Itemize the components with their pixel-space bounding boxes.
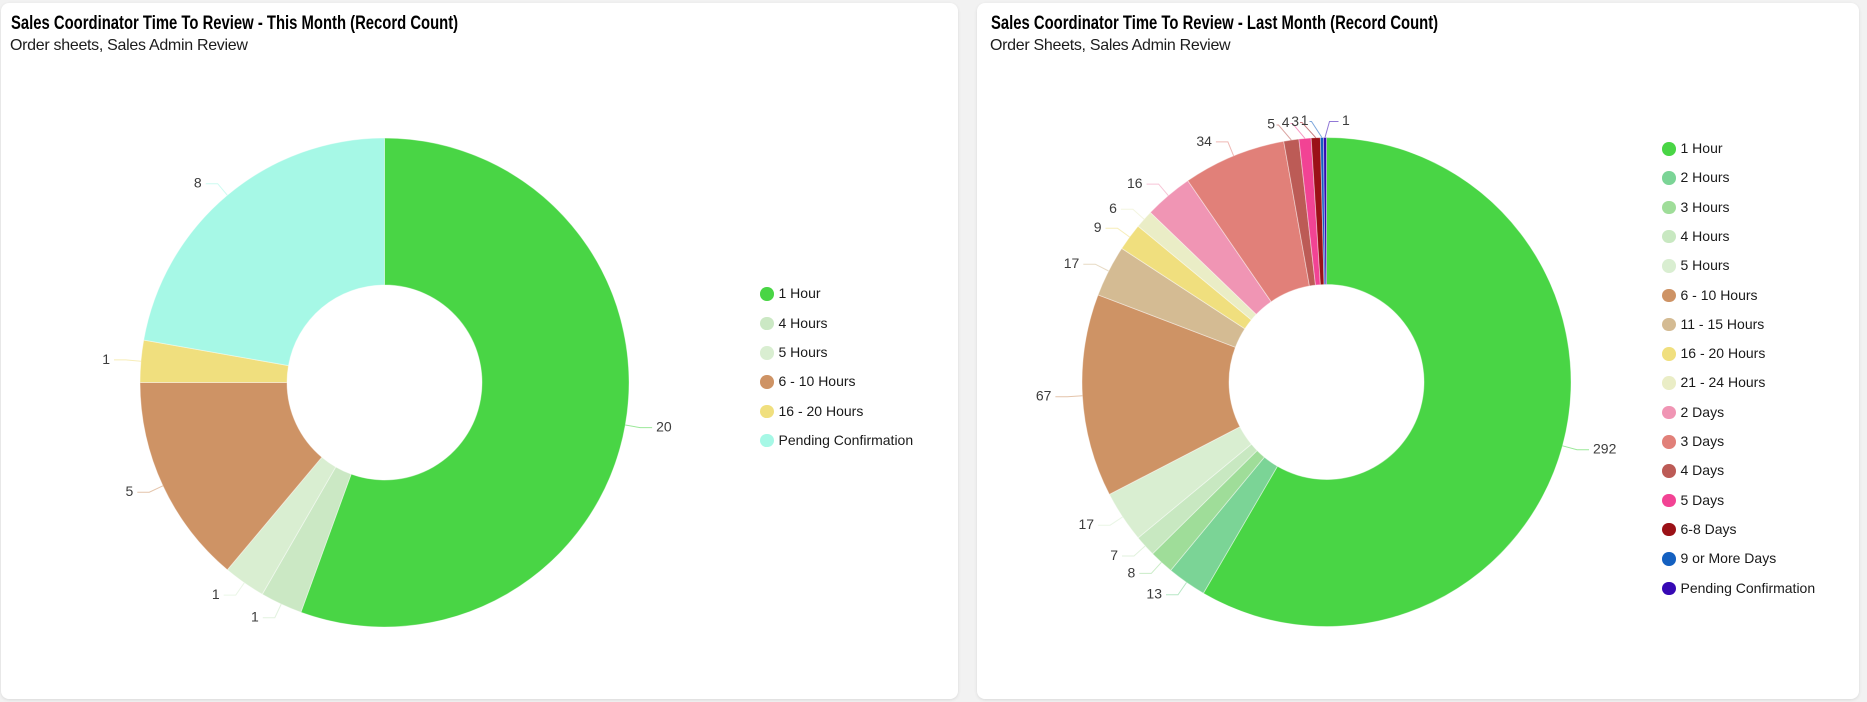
svg-text:4: 4 [1282, 114, 1290, 130]
svg-text:1: 1 [212, 586, 220, 602]
svg-text:16: 16 [1127, 175, 1143, 191]
svg-text:17: 17 [1079, 516, 1095, 532]
svg-text:1: 1 [1342, 112, 1350, 128]
svg-text:34: 34 [1196, 133, 1212, 149]
svg-text:3: 3 [1291, 113, 1299, 129]
svg-text:5: 5 [126, 483, 134, 499]
svg-text:67: 67 [1036, 388, 1052, 404]
svg-text:17: 17 [1064, 255, 1080, 271]
svg-text:1: 1 [251, 609, 259, 625]
svg-text:1: 1 [1301, 112, 1309, 128]
svg-text:1: 1 [102, 351, 110, 367]
svg-text:292: 292 [1593, 441, 1617, 457]
svg-text:5: 5 [1267, 115, 1275, 131]
svg-text:9: 9 [1094, 219, 1102, 235]
svg-text:7: 7 [1110, 547, 1118, 563]
svg-text:8: 8 [1128, 564, 1136, 580]
svg-text:8: 8 [194, 175, 202, 191]
svg-text:13: 13 [1146, 586, 1162, 602]
svg-text:6: 6 [1109, 200, 1117, 216]
svg-text:20: 20 [656, 419, 672, 435]
